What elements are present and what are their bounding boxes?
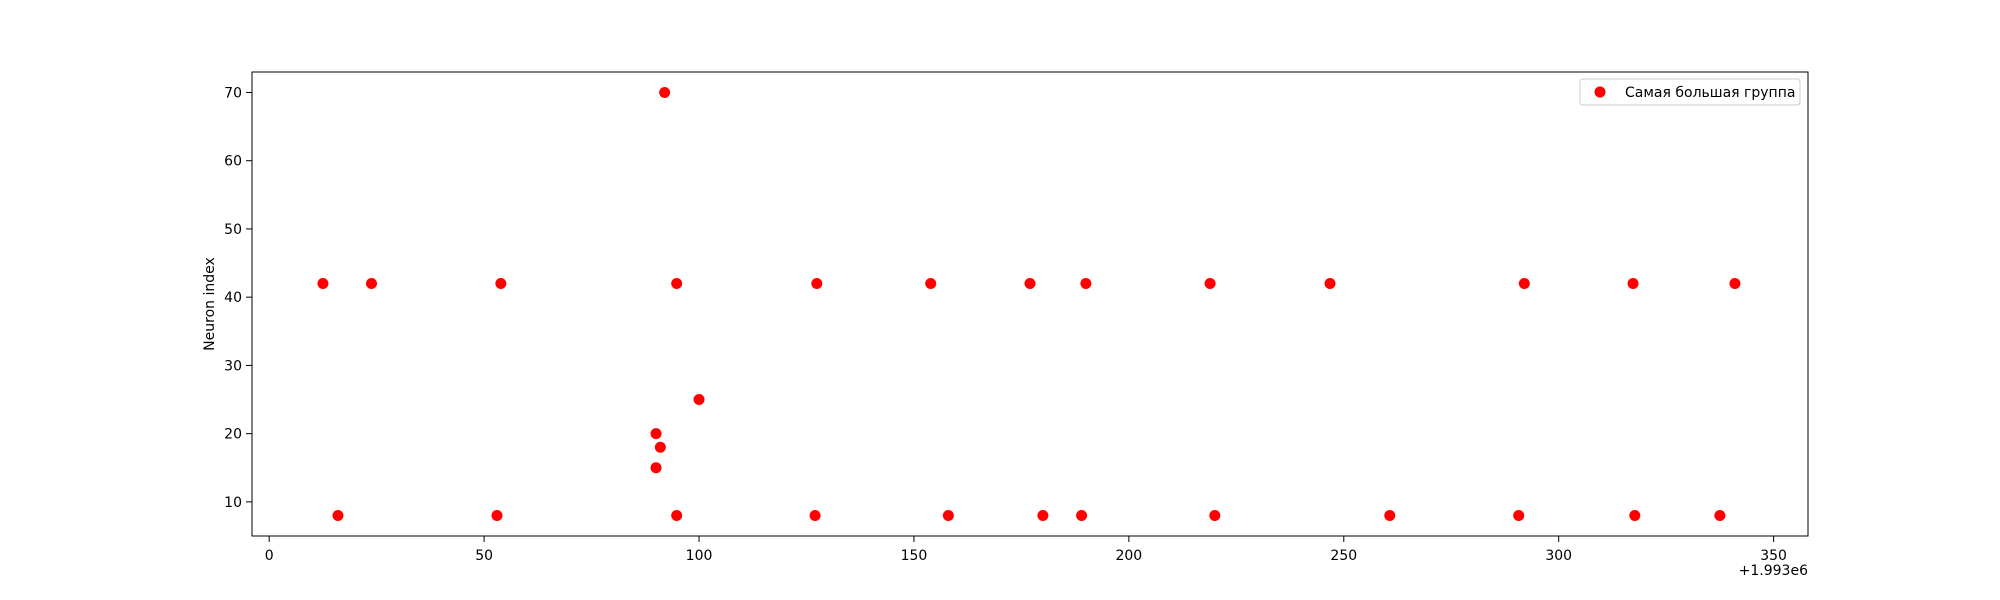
data-point [925,278,937,290]
data-point [811,278,823,290]
legend-label: Самая большая группа [1625,85,1795,101]
legend-marker [1594,86,1606,98]
x-offset-label: +1.993e6 [1739,563,1808,579]
y-tick-label: 10 [224,495,242,511]
y-tick-label: 50 [224,222,242,238]
data-point [1209,510,1221,522]
data-point [650,462,662,474]
x-tick-label: 200 [1115,548,1142,564]
y-axis: 10 20 30 40 50 60 70 [224,85,252,511]
data-point [659,86,671,98]
x-tick-label: 300 [1545,548,1572,564]
x-tick-label: 100 [686,548,713,564]
data-point [317,278,329,290]
y-tick-label: 30 [224,358,242,374]
x-tick-label: 350 [1760,548,1787,564]
data-point [1513,510,1525,522]
data-point [942,510,954,522]
data-point [1729,278,1741,290]
legend-box [1579,78,1801,106]
data-point [1627,278,1639,290]
x-tick-label: 0 [265,548,274,564]
y-tick-label: 70 [224,85,242,101]
data-point [654,441,666,453]
x-tick-label: 50 [475,548,493,564]
data-point [693,394,705,406]
y-tick-label: 40 [224,290,242,306]
data-point [1204,278,1216,290]
y-tick-label: 20 [224,427,242,443]
x-tick-label: 150 [901,548,928,564]
x-axis: 0 50 100 150 200 250 300 350 [265,536,1787,564]
data-point [1037,510,1049,522]
data-point [1076,510,1088,522]
data-point [1024,278,1036,290]
data-points [317,86,1741,522]
data-point [332,510,344,522]
data-point [1080,278,1092,290]
y-tick-label: 60 [224,154,242,170]
data-point [1518,278,1530,290]
data-point [671,510,683,522]
data-point [1384,510,1396,522]
plot-area [252,72,1808,536]
data-point [491,510,503,522]
data-point [365,278,377,290]
data-point [809,510,821,522]
data-point [495,278,507,290]
axes-frame [251,71,1809,537]
legend: Самая большая группа [1579,78,1801,106]
data-point [650,428,662,440]
y-axis-label: Neuron index [202,257,218,351]
x-tick-label: 250 [1330,548,1357,564]
data-point [1714,510,1726,522]
data-point [1324,278,1336,290]
data-point [671,278,683,290]
data-point [1629,510,1641,522]
